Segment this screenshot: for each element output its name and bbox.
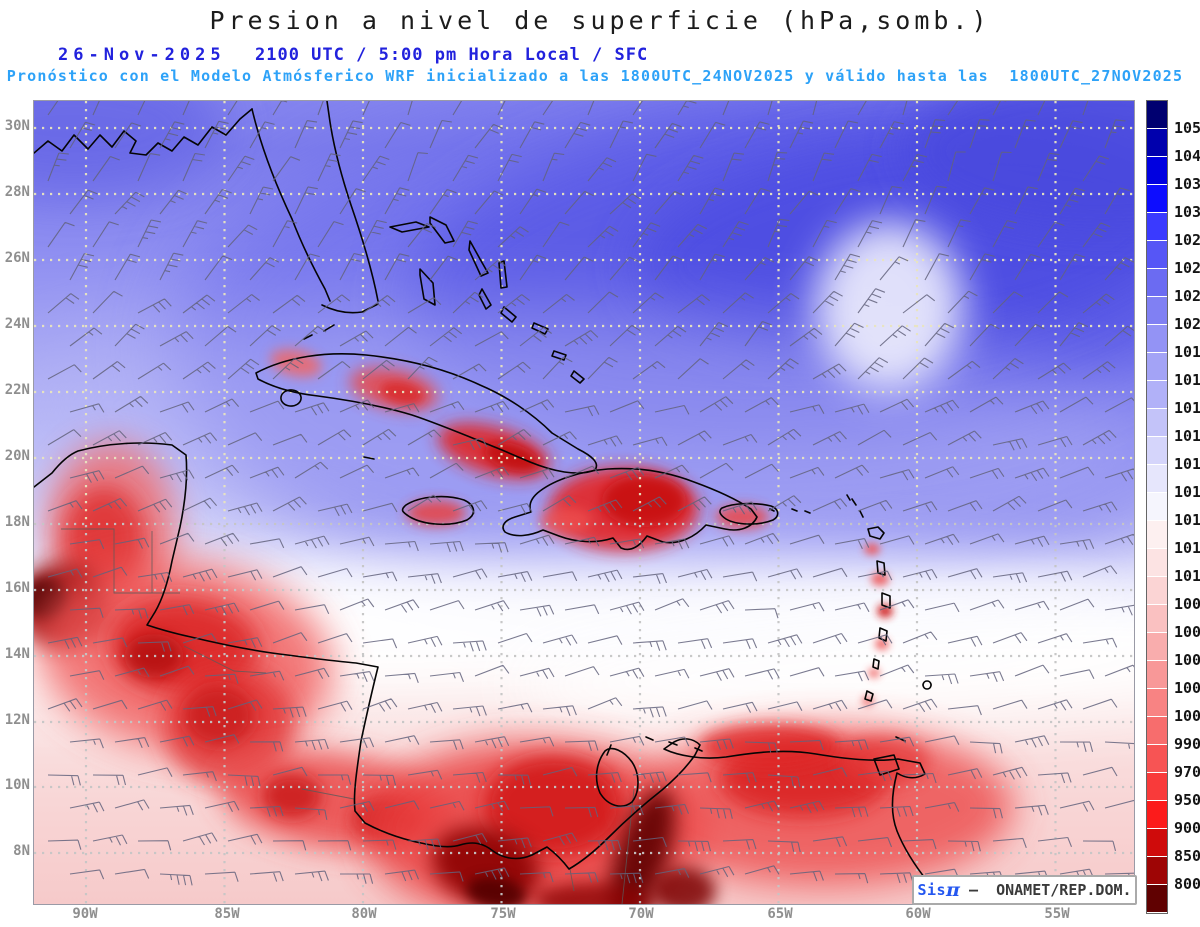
colorbar-label: 800 bbox=[1174, 875, 1200, 893]
y-axis-label: 10N bbox=[4, 777, 30, 793]
colorbar-cell bbox=[1147, 549, 1167, 577]
colorbar-label: 850 bbox=[1174, 847, 1200, 865]
colorbar-label: 1040 bbox=[1174, 147, 1200, 165]
x-axis-label: 70W bbox=[628, 906, 654, 922]
colorbar-label: 1022 bbox=[1174, 287, 1200, 305]
colorbar-cell bbox=[1147, 325, 1167, 353]
y-axis-label: 24N bbox=[4, 316, 30, 332]
colorbar-cell bbox=[1147, 129, 1167, 157]
pressure-colorbar: 1050 1040 1035 1030 1028 1025 1022 1020 1019 1018… bbox=[1146, 100, 1200, 914]
colorbar-cell bbox=[1147, 465, 1167, 493]
pressure-map bbox=[33, 100, 1135, 905]
colorbar-label: 1025 bbox=[1174, 259, 1200, 277]
pressure-blobs bbox=[34, 101, 1134, 904]
colorbar-cell bbox=[1147, 437, 1167, 465]
colorbar-label: 1018 bbox=[1174, 371, 1200, 389]
forecast-range-label: Pronóstico con el Modelo Atmósferico WRF… bbox=[6, 67, 1184, 85]
y-axis-label: 8N bbox=[13, 843, 30, 859]
y-axis-label: 28N bbox=[4, 184, 30, 200]
y-axis-label: 18N bbox=[4, 514, 30, 530]
colorbar-cell bbox=[1147, 689, 1167, 717]
x-axis-label: 85W bbox=[214, 906, 240, 922]
y-axis-label: 16N bbox=[4, 580, 30, 596]
colorbar-label: 1006 bbox=[1174, 623, 1200, 641]
page-title: Presion a nivel de superficie (hPa,somb.… bbox=[209, 6, 991, 35]
colorbar-label: 1008 bbox=[1174, 595, 1200, 613]
colorbar-label: 1002 bbox=[1174, 679, 1200, 697]
attribution-text: – ONAMET/REP.DOM. bbox=[959, 881, 1132, 899]
x-axis-label: 65W bbox=[767, 906, 793, 922]
y-axis-label: 26N bbox=[4, 250, 30, 266]
political-borders bbox=[61, 528, 635, 904]
colorbar-cell bbox=[1147, 101, 1167, 129]
colorbar-cell bbox=[1147, 521, 1167, 549]
colorbar-label: 1010 bbox=[1174, 567, 1200, 585]
colorbar-cell bbox=[1147, 857, 1167, 885]
colorbar-label: 970 bbox=[1174, 763, 1200, 781]
x-axis-label: 80W bbox=[351, 906, 377, 922]
pressure-field-canvas bbox=[34, 101, 1134, 904]
colorbar-label: 1028 bbox=[1174, 231, 1200, 249]
colorbar-cell bbox=[1147, 185, 1167, 213]
colorbar-label: 1019 bbox=[1174, 343, 1200, 361]
x-axis-label: 90W bbox=[72, 906, 98, 922]
colorbar-cell bbox=[1147, 829, 1167, 857]
colorbar-label: 1016 bbox=[1174, 427, 1200, 445]
colorbar-label: 1020 bbox=[1174, 315, 1200, 333]
colorbar-cell bbox=[1147, 577, 1167, 605]
x-axis-label: 75W bbox=[490, 906, 516, 922]
colorbar-label: 990 bbox=[1174, 735, 1200, 753]
colorbar-label: 1004 bbox=[1174, 651, 1200, 669]
colorbar-cell bbox=[1147, 605, 1167, 633]
colorbar-cell bbox=[1147, 801, 1167, 829]
colorbar-label: 1012 bbox=[1174, 539, 1200, 557]
y-axis-label: 22N bbox=[4, 382, 30, 398]
colorbar-cell bbox=[1147, 269, 1167, 297]
colorbar-cell bbox=[1147, 885, 1167, 913]
colorbar-cell bbox=[1147, 773, 1167, 801]
colorbar-label: 1013 bbox=[1174, 511, 1200, 529]
y-axis-label: 12N bbox=[4, 712, 30, 728]
y-axis-label: 14N bbox=[4, 646, 30, 662]
valid-time-label: 2100 UTC / 5:00 pm Hora Local / SFC bbox=[255, 45, 649, 65]
y-axis-label: 30N bbox=[4, 118, 30, 134]
colorbar-swatches bbox=[1146, 100, 1168, 914]
colorbar-cell bbox=[1147, 157, 1167, 185]
x-axis-label: 55W bbox=[1044, 906, 1070, 922]
colorbar-cell bbox=[1147, 745, 1167, 773]
colorbar-cell bbox=[1147, 717, 1167, 745]
colorbar-label: 1050 bbox=[1174, 119, 1200, 137]
colorbar-label: 1030 bbox=[1174, 203, 1200, 221]
colorbar-cell bbox=[1147, 381, 1167, 409]
colorbar-cell bbox=[1147, 213, 1167, 241]
attribution-badge: Sis π – ONAMET/REP.DOM. bbox=[912, 875, 1137, 905]
colorbar-cell bbox=[1147, 241, 1167, 269]
pi-logo-icon: π bbox=[946, 878, 960, 901]
colorbar-label: 1014 bbox=[1174, 483, 1200, 501]
x-axis-label: 60W bbox=[905, 906, 931, 922]
y-axis-label: 20N bbox=[4, 448, 30, 464]
colorbar-label: 900 bbox=[1174, 819, 1200, 837]
colorbar-label: 1000 bbox=[1174, 707, 1200, 725]
colorbar-cell bbox=[1147, 353, 1167, 381]
colorbar-cell bbox=[1147, 633, 1167, 661]
brand-label: Sis bbox=[917, 881, 947, 899]
wind-barbs bbox=[47, 101, 1134, 886]
colorbar-label: 1035 bbox=[1174, 175, 1200, 193]
latlon-grid bbox=[34, 101, 1134, 521]
colorbar-label: 1017 bbox=[1174, 399, 1200, 417]
valid-date-label: 26-Nov-2025 bbox=[58, 45, 226, 65]
colorbar-cell bbox=[1147, 661, 1167, 689]
colorbar-cell bbox=[1147, 493, 1167, 521]
colorbar-label: 950 bbox=[1174, 791, 1200, 809]
colorbar-cell bbox=[1147, 297, 1167, 325]
colorbar-label: 1015 bbox=[1174, 455, 1200, 473]
colorbar-cell bbox=[1147, 409, 1167, 437]
